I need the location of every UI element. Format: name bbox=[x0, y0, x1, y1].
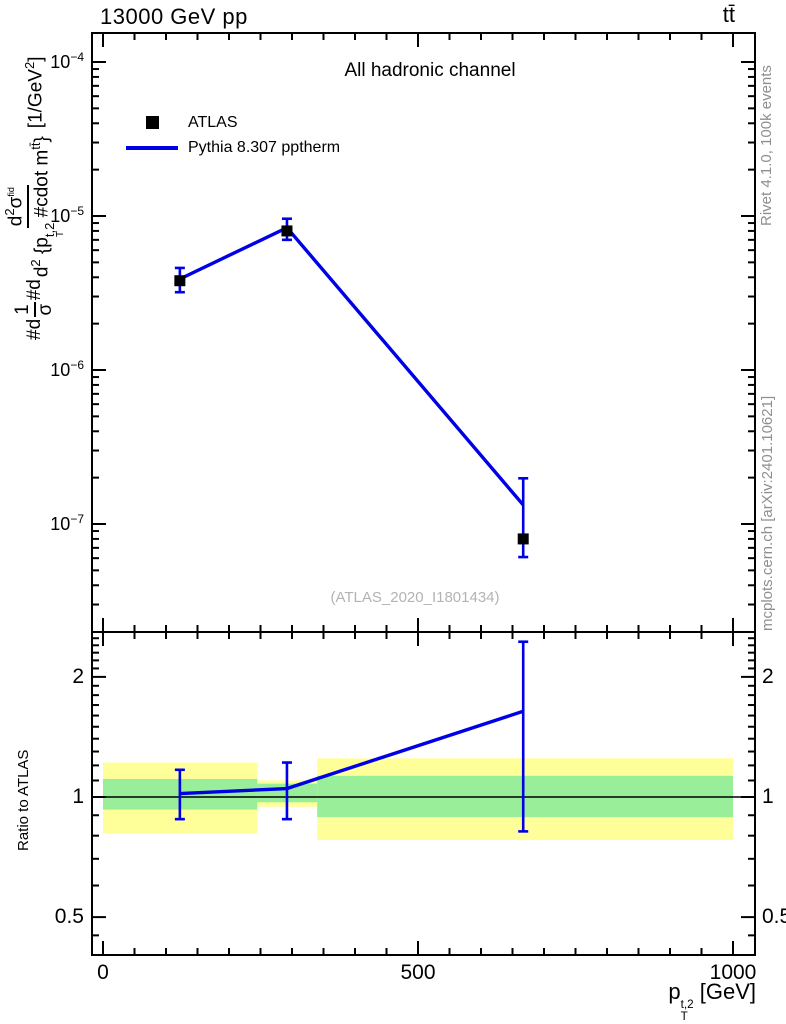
main-y-axis-title: #d 1 σ #d d2σfid d2 {p t,2 T #cdot mtt̄} [… bbox=[2, 30, 67, 340]
ratio-y-tick-label-right: 2 bbox=[762, 664, 774, 688]
ylabel-term2: #d bbox=[23, 279, 45, 301]
ratio-y-axis-title: Ratio to ATLAS bbox=[15, 749, 32, 851]
legend: ATLAS Pythia 8.307 pptherm bbox=[126, 110, 340, 160]
main-y-tick-label: 10−5 bbox=[50, 204, 84, 226]
pythia-spectrum-line bbox=[179, 225, 525, 507]
main-y-tick-label: 10−4 bbox=[50, 50, 84, 72]
legend-label-atlas: ATLAS bbox=[188, 113, 238, 131]
x-tick-label: 0 bbox=[97, 961, 109, 984]
ylabel-term1: #d bbox=[23, 318, 45, 340]
x-tick-label: 500 bbox=[400, 961, 436, 984]
ratio-y-tick-label-right: 1 bbox=[762, 785, 774, 808]
atlas-square-marker-icon bbox=[126, 116, 178, 129]
legend-entry-atlas: ATLAS bbox=[126, 110, 340, 135]
analysis-watermark: (ATLAS_2020_I1801434) bbox=[330, 589, 500, 606]
mcplots-credit: mcplots.cern.ch [arXiv:2401.10621] bbox=[759, 395, 776, 631]
main-y-tick-label: 10−6 bbox=[50, 358, 84, 380]
atlas-data-marker bbox=[174, 275, 186, 287]
ratio-y-tick-label-left: 1 bbox=[72, 785, 84, 808]
ratio-y-tick-label-left: 0.5 bbox=[54, 905, 84, 929]
pythia-line-marker-icon bbox=[126, 145, 178, 150]
channel-annotation: All hadronic channel bbox=[344, 60, 516, 81]
legend-label-pythia: Pythia 8.307 pptherm bbox=[188, 138, 341, 156]
ratio-y-tick-label-left: 2 bbox=[72, 664, 84, 688]
ylabel-one-over-sigma: 1 σ bbox=[12, 302, 56, 317]
ylabel-main-fraction: d2σfid d2 {p t,2 T #cdot mtt̄} bbox=[2, 136, 67, 278]
atlas-data-marker bbox=[281, 225, 293, 237]
atlas-data-marker bbox=[517, 533, 529, 545]
page-title: 13000 GeV pp bbox=[100, 4, 248, 29]
ratio-frame bbox=[91, 631, 756, 956]
ylabel-units: [1/GeV2] bbox=[21, 56, 47, 129]
main-y-tick-label: 10−7 bbox=[50, 512, 84, 534]
process-label: tt̄ bbox=[722, 2, 735, 27]
x-axis-title: p t,2 T [GeV] bbox=[668, 979, 756, 1023]
x-tick-label: 1000 bbox=[709, 961, 757, 984]
ratio-y-tick-label-right: 0.5 bbox=[762, 905, 786, 929]
legend-entry-pythia: Pythia 8.307 pptherm bbox=[126, 135, 340, 160]
rivet-credit: Rivet 4.1.0, 100k events bbox=[758, 65, 775, 226]
